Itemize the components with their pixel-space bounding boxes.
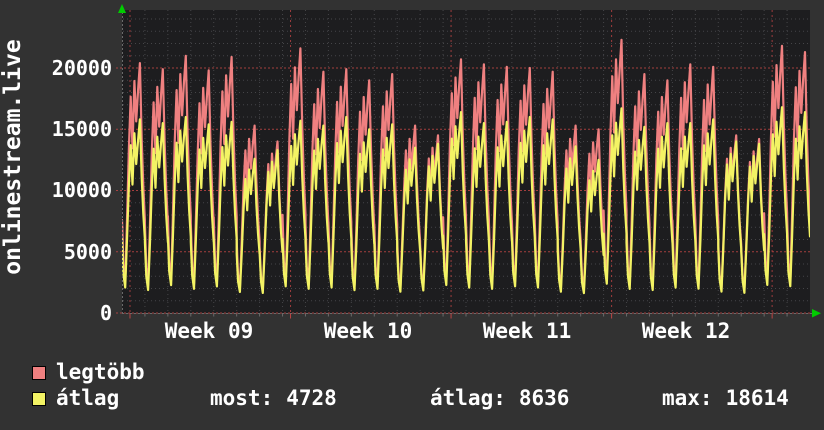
axis-arrow-right-icon xyxy=(812,309,821,318)
legend-label-legtobb: legtöbb xyxy=(56,360,145,384)
stat-atlag-label: átlag: xyxy=(430,386,506,410)
legend-swatch-legtobb xyxy=(32,366,46,380)
stat-max: max: 18614 xyxy=(662,388,789,409)
legend-label-atlag: átlag xyxy=(56,386,120,410)
axis-arrow-up-icon xyxy=(118,4,126,13)
y-axis-label-20000: 20000 xyxy=(51,56,112,80)
stat-atlag-value: 8636 xyxy=(518,386,570,410)
axis-ticks xyxy=(129,313,788,319)
series-lines xyxy=(122,38,810,295)
y-axis-label-5000: 5000 xyxy=(63,240,112,264)
x-axis-label-week09: Week 09 xyxy=(164,319,254,343)
x-axis-label-week10: Week 10 xyxy=(323,319,413,343)
stat-most-label: most: xyxy=(210,386,274,410)
stat-most: most: 4728 xyxy=(210,388,337,409)
stat-most-value: 4728 xyxy=(286,386,337,410)
stat-max-label: max: xyxy=(662,386,713,410)
stat-atlag: átlag: 8636 xyxy=(430,388,569,409)
y-axis-label-0: 0 xyxy=(99,301,112,325)
y-axis-label-10000: 10000 xyxy=(51,178,112,202)
legend-swatch-atlag xyxy=(32,392,46,406)
stat-max-value: 18614 xyxy=(725,386,789,410)
x-axis-label-week11: Week 11 xyxy=(482,319,572,343)
y-axis-label-15000: 15000 xyxy=(51,117,112,141)
x-axis-label-week12: Week 12 xyxy=(641,319,731,343)
